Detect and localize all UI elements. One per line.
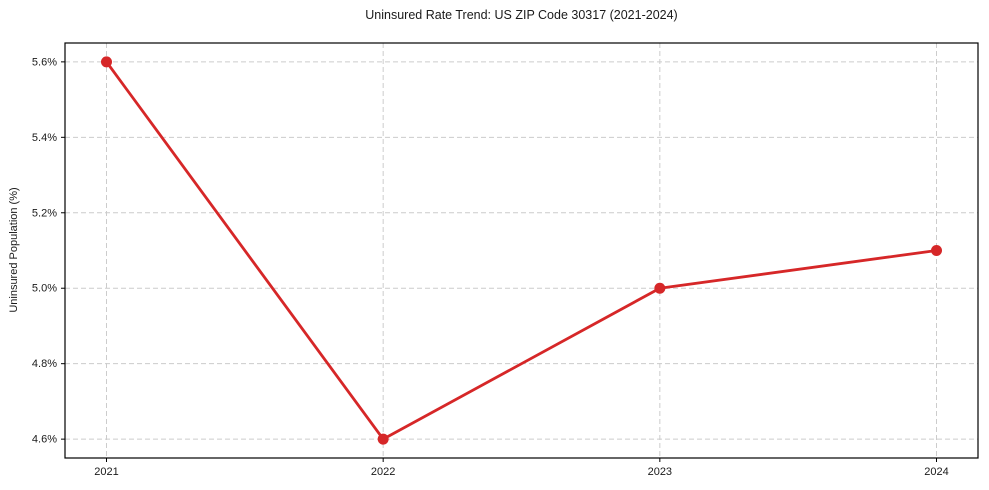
data-point-marker: [377, 433, 389, 445]
x-tick-label: 2022: [371, 466, 395, 478]
data-point-marker: [931, 245, 942, 256]
x-tick-label: 2023: [648, 466, 672, 478]
y-tick-label: 4.6%: [32, 434, 57, 446]
plot-border: [64, 42, 979, 459]
chart-title: Uninsured Rate Trend: US ZIP Code 30317 …: [365, 8, 678, 22]
y-tick-label: 5.2%: [32, 207, 57, 219]
y-tick-label: 4.8%: [32, 358, 57, 370]
data-point-marker: [101, 56, 112, 68]
y-tick-label: 5.6%: [32, 56, 57, 68]
y-tick-label: 5.4%: [32, 132, 57, 144]
trend-line: [105, 60, 938, 441]
x-tick-label: 2021: [94, 466, 118, 478]
data-point-marker: [654, 282, 666, 294]
x-tick-label: 2024: [924, 466, 948, 478]
y-tick-label: 5.0%: [32, 283, 57, 295]
